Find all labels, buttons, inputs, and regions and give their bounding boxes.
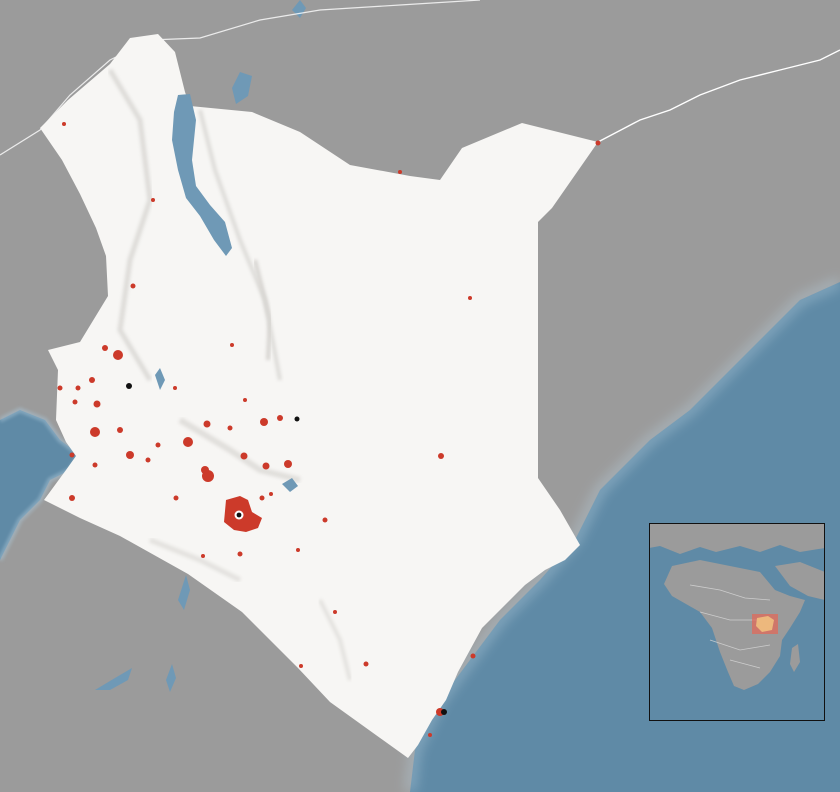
africa-locator-inset bbox=[649, 523, 825, 721]
urban-area bbox=[260, 418, 268, 426]
urban-area bbox=[183, 437, 193, 447]
urban-area bbox=[72, 399, 78, 405]
urban-area bbox=[90, 427, 100, 437]
city-dot-icon bbox=[126, 383, 132, 389]
lake-turkana bbox=[172, 94, 232, 256]
africa-borders bbox=[689, 584, 771, 669]
urban-area bbox=[333, 610, 337, 614]
madagascar bbox=[790, 644, 800, 672]
city-dot-icon bbox=[294, 416, 300, 422]
urban-area bbox=[269, 492, 273, 496]
city-markers bbox=[126, 383, 447, 715]
urban-area bbox=[155, 442, 161, 448]
urban-area bbox=[173, 386, 177, 390]
lake-naivasha bbox=[282, 478, 298, 492]
urban-area bbox=[69, 495, 75, 501]
city-dot-icon bbox=[441, 709, 447, 715]
urban-area bbox=[296, 548, 300, 552]
kenya-inset-shape bbox=[756, 616, 774, 632]
urban-area bbox=[595, 140, 601, 146]
urban-area bbox=[398, 170, 402, 174]
urban-area bbox=[126, 451, 134, 459]
urban-area bbox=[102, 345, 108, 351]
urban-area bbox=[92, 462, 98, 468]
urban-area bbox=[259, 495, 265, 501]
border-somalia bbox=[597, 49, 840, 143]
urban-area bbox=[468, 296, 472, 300]
urban-area bbox=[130, 283, 136, 289]
urban-area bbox=[428, 733, 432, 737]
urban-area bbox=[237, 551, 243, 557]
urban-area bbox=[113, 350, 123, 360]
urban-area bbox=[145, 457, 151, 463]
europe-land bbox=[649, 523, 825, 554]
capital-dot-icon bbox=[234, 510, 244, 520]
arabia-land bbox=[775, 562, 825, 600]
urban-area bbox=[89, 377, 95, 383]
terrain-relief bbox=[107, 68, 352, 681]
urban-area bbox=[277, 415, 283, 421]
urban-area bbox=[322, 517, 328, 523]
lake-outside-1 bbox=[232, 72, 252, 104]
urban-area bbox=[243, 398, 247, 402]
urban-area bbox=[284, 460, 292, 468]
lake-outside-3 bbox=[95, 668, 132, 690]
africa-continent bbox=[664, 560, 805, 690]
urban-area bbox=[299, 664, 303, 668]
lake-baringo bbox=[155, 368, 165, 390]
lake-victoria bbox=[0, 410, 80, 560]
kenya-landmass bbox=[40, 34, 598, 758]
urban-area bbox=[93, 400, 101, 408]
urban-area bbox=[117, 427, 123, 433]
urban-area bbox=[227, 425, 233, 431]
urban-area bbox=[438, 453, 444, 459]
urban-area bbox=[203, 420, 211, 428]
urban-area bbox=[262, 462, 270, 470]
urban-area bbox=[201, 554, 205, 558]
urban-area bbox=[151, 198, 155, 202]
lake-outside-5 bbox=[166, 664, 176, 692]
urban-area bbox=[173, 495, 179, 501]
urban-area bbox=[230, 343, 234, 347]
border-north bbox=[0, 0, 481, 156]
urban-area bbox=[470, 653, 476, 659]
inset-frame bbox=[649, 523, 825, 721]
urban-area bbox=[201, 466, 209, 474]
urban-area bbox=[62, 122, 66, 126]
lake-outside-4 bbox=[178, 575, 190, 610]
urban-area bbox=[363, 661, 369, 667]
urban-area bbox=[75, 385, 81, 391]
urban-area bbox=[240, 452, 248, 460]
urban-area bbox=[69, 452, 75, 458]
urban-area bbox=[57, 385, 63, 391]
